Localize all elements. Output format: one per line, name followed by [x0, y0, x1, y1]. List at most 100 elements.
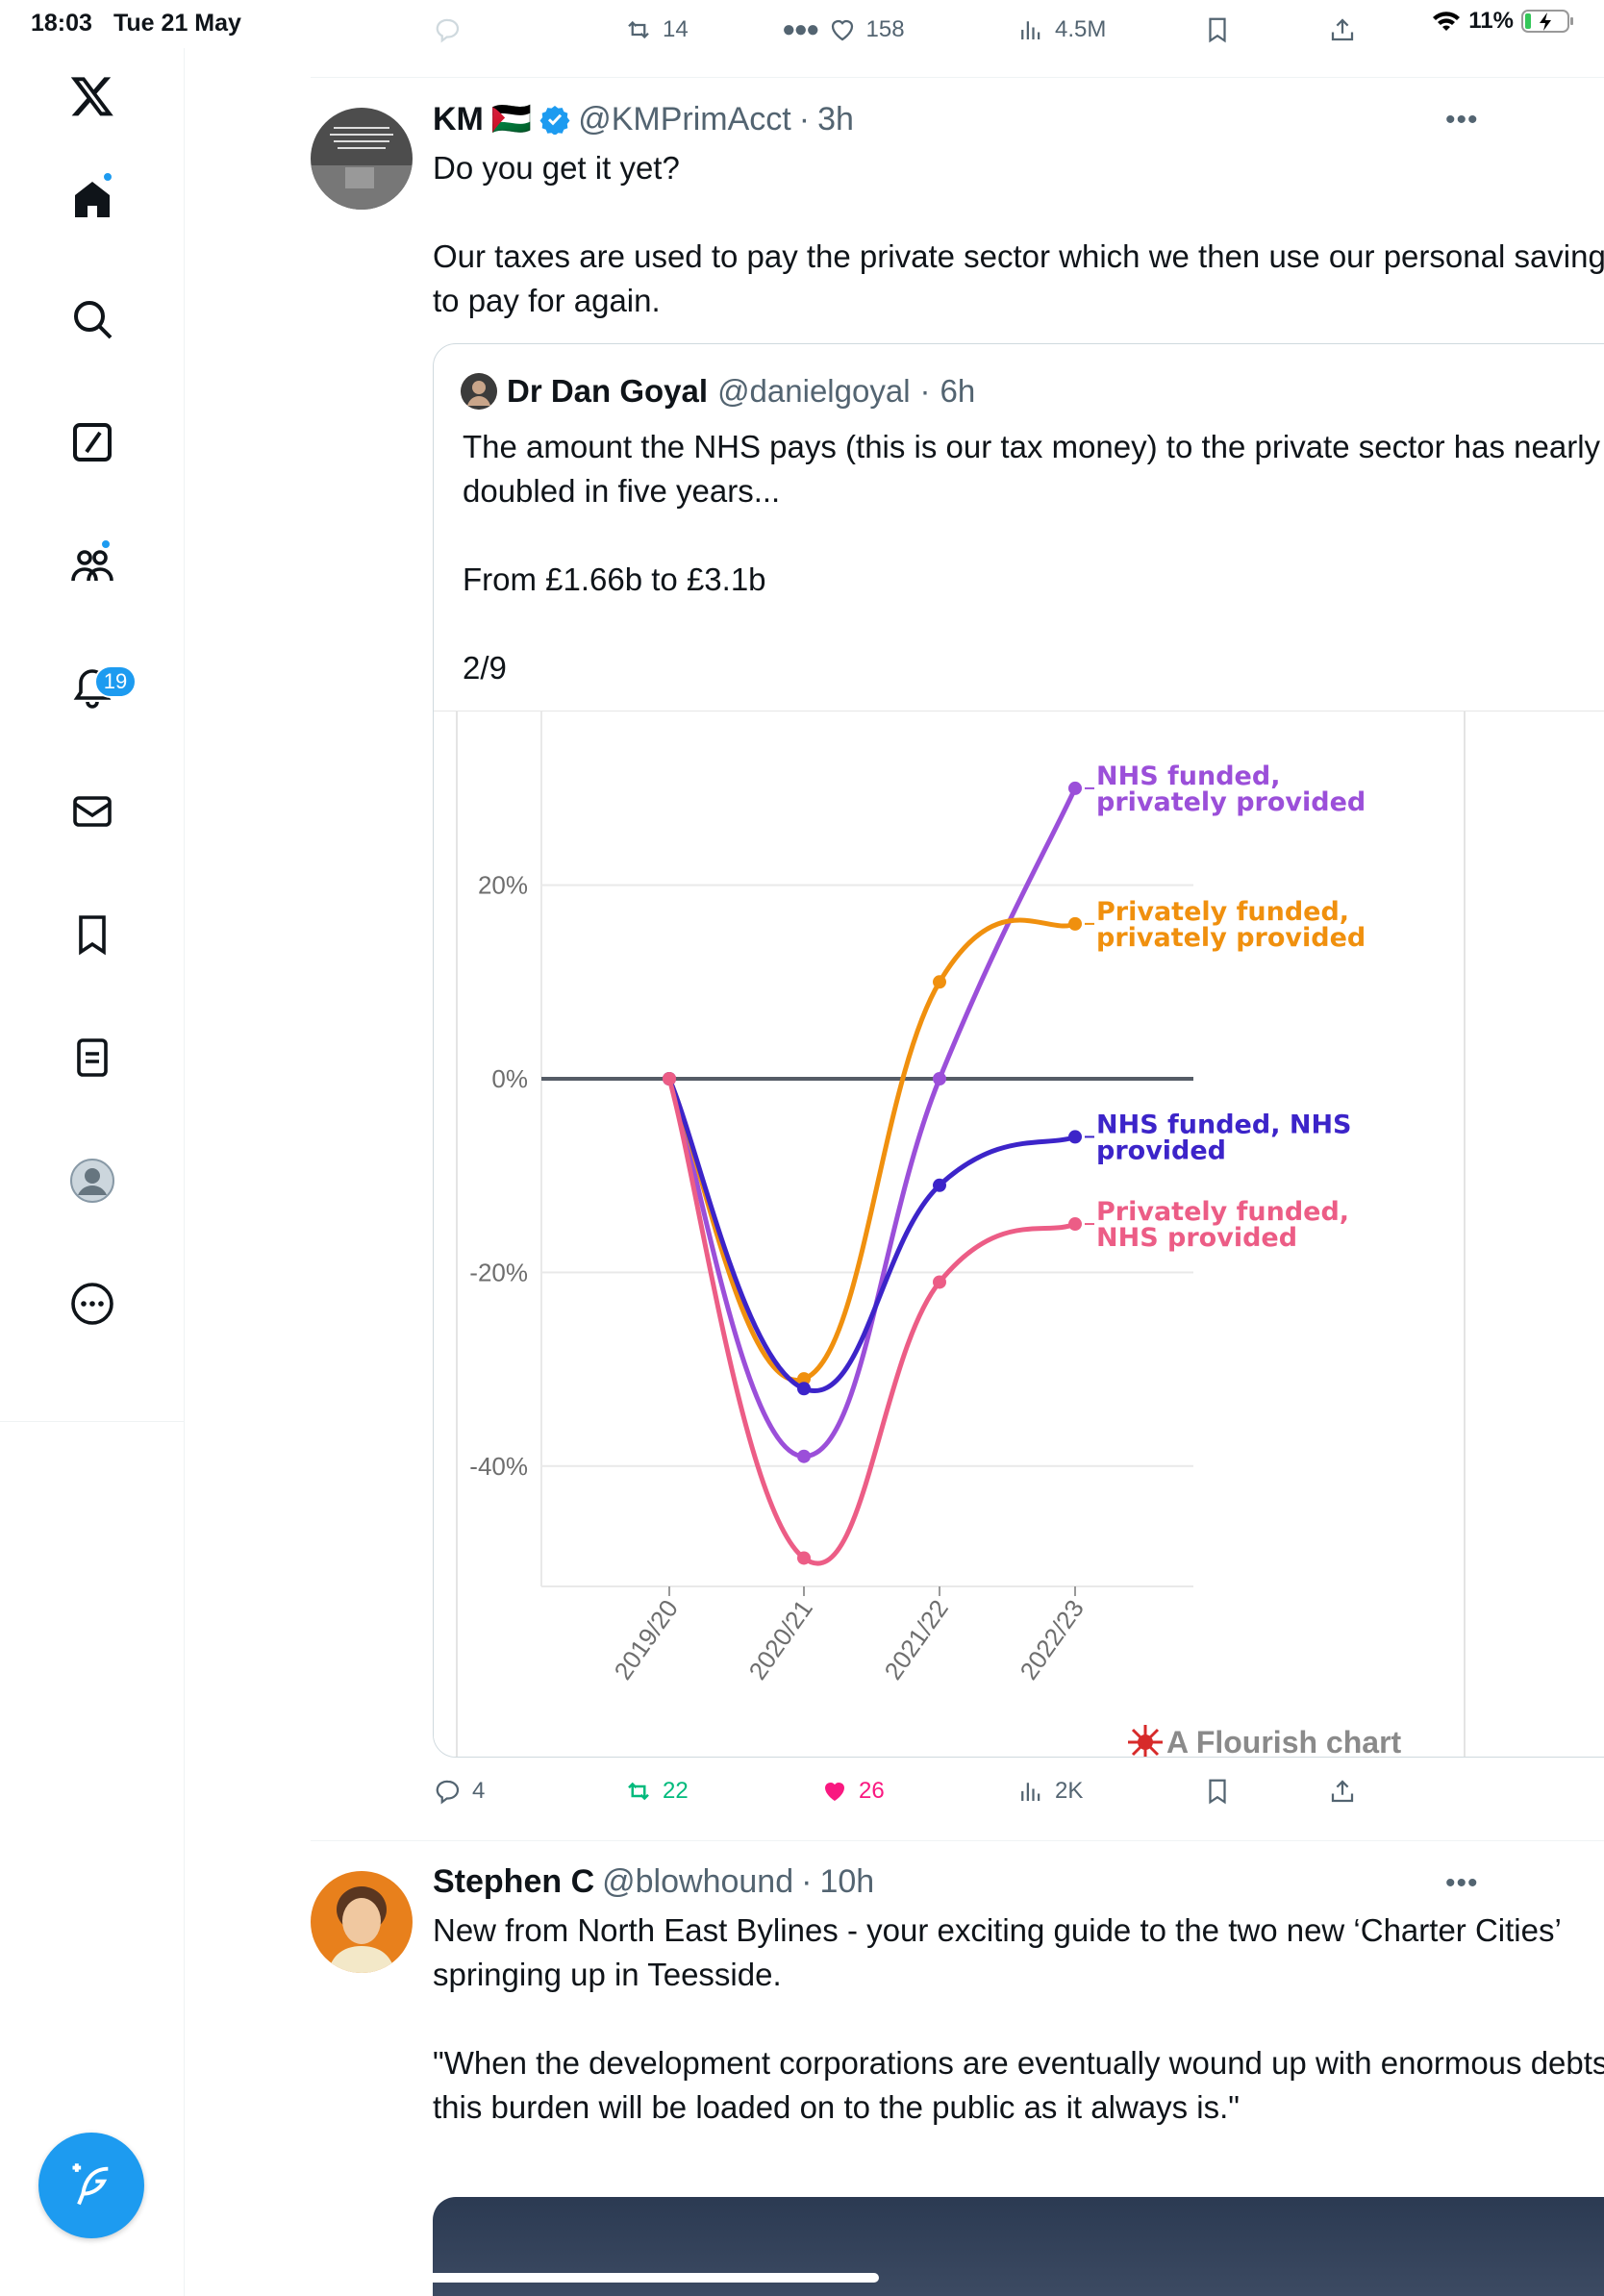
reply-icon	[436, 18, 460, 43]
quote-author-avatar	[461, 373, 497, 410]
home-unread-dot	[102, 171, 113, 183]
quote-author-handle: @danielgoyal	[717, 373, 911, 409]
tweet1-views-count: 2K	[1055, 1778, 1084, 1804]
separator-dot: ·	[801, 1863, 813, 1900]
tweet1-handle[interactable]: @KMPrimAcct	[578, 100, 791, 137]
prev-retweet-count: 14	[663, 16, 689, 42]
tweet1-retweet-button[interactable]: 22	[624, 1777, 689, 1806]
stephen-avatar[interactable]	[311, 1871, 413, 1973]
tweet1-flag: 🇵🇸	[490, 101, 533, 137]
sidebar-item-profile[interactable]	[0, 1133, 185, 1229]
separator-dot: ·	[798, 100, 811, 137]
data-point	[1068, 1217, 1082, 1232]
y-tick-label: -20%	[469, 1258, 528, 1286]
y-tick-label: 20%	[478, 871, 528, 900]
data-point	[933, 1072, 946, 1086]
bookmark-icon	[1209, 1779, 1226, 1805]
views-icon	[1021, 1783, 1040, 1801]
sidebar-item-bookmarks[interactable]	[0, 886, 185, 983]
series-line	[666, 786, 1078, 1460]
more-circle-icon	[71, 1283, 113, 1325]
tweet1-views-button[interactable]: 2K	[1016, 1777, 1083, 1806]
tweet1-bookmark-button[interactable]	[1203, 1777, 1232, 1806]
y-axis-ticks: 40%20%0%-20%-40%	[469, 677, 528, 1481]
flourish-logo-icon	[1128, 1725, 1163, 1757]
chart-image[interactable]: 40%20%0%-20%-40% 2019/202020/212021/2220…	[434, 677, 1604, 1758]
communities-icon	[71, 550, 113, 582]
prev-like-button[interactable]: ●●● 158	[782, 15, 905, 44]
data-point	[797, 1372, 811, 1386]
data-point	[1068, 1130, 1082, 1144]
km-avatar-image	[311, 108, 413, 210]
timeline: 14 ●●● 158 4.5M KM 🇵🇸 @KMPrimAcct · 3h •…	[186, 0, 1604, 2296]
data-point	[663, 1072, 676, 1086]
tweet-divider	[311, 77, 1604, 78]
data-point	[1068, 781, 1082, 795]
series-label: Privately funded, privately provided	[1096, 897, 1366, 953]
prev-retweet-button[interactable]: 14	[624, 15, 689, 44]
communities-unread-dot	[100, 538, 112, 550]
prev-share-button[interactable]	[1328, 15, 1357, 44]
x-tick-label: 2020/21	[742, 1594, 817, 1685]
retweet-icon	[628, 1782, 649, 1801]
km-avatar[interactable]	[311, 108, 413, 210]
flourish-credit[interactable]: A Flourish chart	[1128, 1725, 1402, 1758]
x-tick-label: 2022/23	[1014, 1594, 1089, 1685]
separator-dot: ·	[919, 373, 931, 409]
tweet2-time[interactable]: 10h	[819, 1863, 875, 1900]
sidebar-item-notifications[interactable]	[0, 640, 185, 736]
series-labels: NHS funded, privately provided Privately f…	[1085, 761, 1366, 1253]
profile-avatar-icon	[70, 1159, 114, 1203]
tweet1-header: KM 🇵🇸 @KMPrimAcct · 3h	[433, 100, 854, 138]
sidebar-item-communities[interactable]	[0, 517, 185, 613]
y-tick-label: -40%	[469, 1452, 528, 1481]
heart-filled-icon	[825, 1783, 844, 1801]
quote-header: Dr Dan Goyal @danielgoyal · 6h	[461, 373, 975, 410]
data-point	[797, 1551, 811, 1565]
x-tick-label: 2021/22	[878, 1594, 953, 1685]
bookmark-icon	[1209, 17, 1226, 43]
tweet2-header: Stephen C @blowhound · 10h	[433, 1863, 874, 1901]
tweet1-time[interactable]: 3h	[817, 100, 854, 137]
tweet2-more-button[interactable]: •••	[1445, 1867, 1479, 1899]
tweet1-text: Do you get it yet? Our taxes are used to…	[433, 150, 1604, 318]
quote-tweet-card[interactable]: Dr Dan Goyal @danielgoyal · 6h The amoun…	[433, 343, 1604, 1758]
prev-reply-button[interactable]	[434, 15, 463, 44]
search-icon	[74, 301, 113, 339]
quote-time: 6h	[940, 373, 976, 409]
verified-badge-icon	[539, 106, 570, 135]
tweet2-text: New from North East Bylines - your excit…	[433, 1912, 1604, 2125]
line-chart: 40%20%0%-20%-40% 2019/202020/212021/2220…	[456, 677, 1466, 1758]
sidebar-item-messages[interactable]	[0, 763, 185, 860]
chart-series	[663, 781, 1082, 1566]
sidebar-item-more[interactable]	[0, 1256, 185, 1352]
tweet1-retweet-count: 22	[663, 1778, 689, 1804]
tweet1-reply-count: 4	[472, 1778, 486, 1804]
tweet1-like-button[interactable]: 26	[820, 1777, 885, 1806]
status-bar: 18:03 Tue 21 May 11%	[0, 0, 1604, 48]
compose-post-button[interactable]	[38, 2133, 144, 2238]
reply-icon	[436, 1780, 460, 1805]
data-point	[933, 1178, 946, 1192]
quote-author-name: Dr Dan Goyal	[507, 373, 709, 409]
tweet1-reply-button[interactable]: 4	[434, 1777, 485, 1806]
data-point	[797, 1382, 811, 1396]
sidebar-item-search[interactable]	[0, 271, 185, 367]
tweet1-author-name[interactable]: KM	[433, 100, 484, 137]
heart-icon	[831, 19, 853, 41]
sidebar-item-lists[interactable]	[0, 1010, 185, 1106]
sidebar: 19	[0, 48, 185, 2296]
sidebar-item-home[interactable]	[0, 152, 185, 248]
tweet1-more-button[interactable]: •••	[1445, 104, 1479, 136]
prev-bookmark-button[interactable]	[1203, 15, 1232, 44]
wifi-icon	[1433, 12, 1461, 31]
home-indicator	[354, 2273, 879, 2283]
tweet1-share-button[interactable]	[1328, 1777, 1357, 1806]
quote-text: The amount the NHS pays (this is our tax…	[463, 429, 1601, 686]
sidebar-item-grok[interactable]	[0, 394, 185, 490]
tweet2-handle[interactable]: @blowhound	[602, 1863, 794, 1900]
views-icon	[1021, 21, 1040, 39]
x-logo[interactable]	[0, 48, 185, 144]
prev-views-button[interactable]: 4.5M	[1016, 15, 1106, 44]
tweet2-author-name[interactable]: Stephen C	[433, 1863, 595, 1900]
